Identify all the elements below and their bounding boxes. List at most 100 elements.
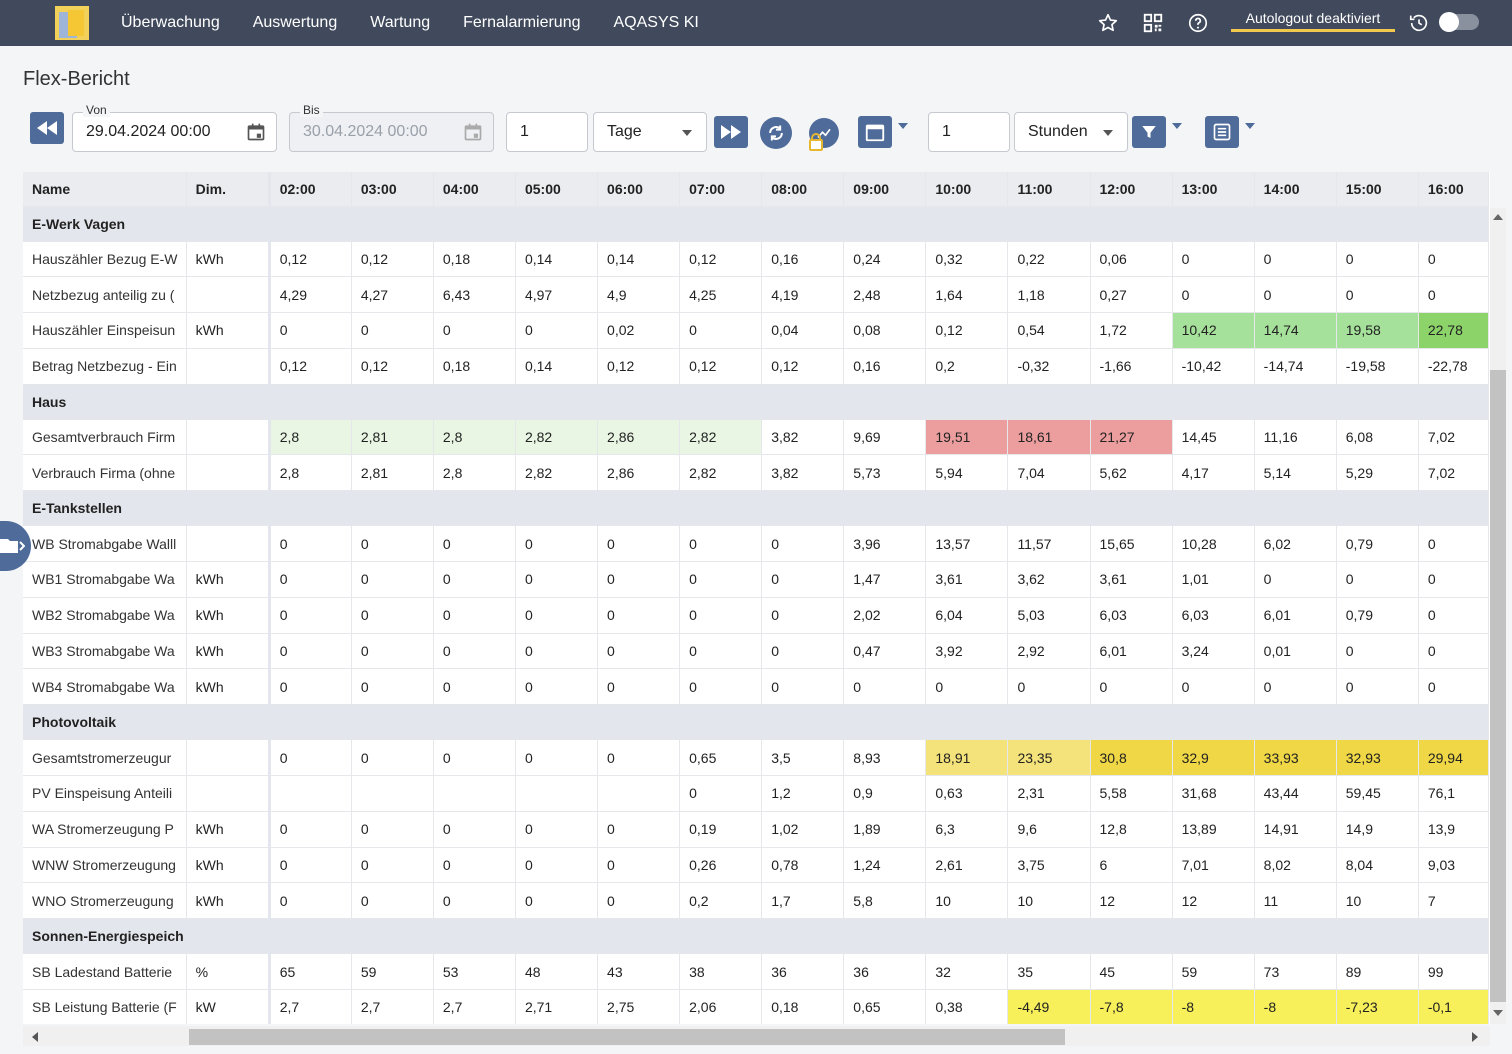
column-header-dim[interactable]: Dim. bbox=[186, 172, 271, 207]
table-row: Gesamtverbrauch Firm 2,8 2,81 2,8 2,82 2,86 2,… bbox=[23, 419, 1490, 456]
report-grid: Name Dim. 02:00 03:00 04:00 05:00 06:00 07:00 08… bbox=[23, 172, 1490, 1024]
value-cell: 0,38 bbox=[925, 989, 1009, 1024]
column-header-time[interactable]: 04:00 bbox=[433, 172, 516, 207]
value-cell: 59,45 bbox=[1336, 775, 1419, 812]
column-header-time[interactable]: 03:00 bbox=[351, 172, 434, 207]
refresh-button[interactable] bbox=[760, 117, 792, 149]
row-dim-cell: kWh bbox=[186, 241, 271, 278]
value-cell: 10,28 bbox=[1172, 525, 1255, 563]
calendar-range-icon bbox=[865, 124, 885, 142]
value-cell: 0 bbox=[351, 525, 434, 563]
bis-label: Bis bbox=[300, 103, 323, 117]
value-cell: 2,48 bbox=[843, 276, 927, 314]
list-button[interactable] bbox=[1205, 116, 1239, 148]
value-cell: -8 bbox=[1254, 989, 1337, 1024]
value-cell: 12 bbox=[1172, 882, 1255, 920]
value-cell: 1,2 bbox=[761, 775, 845, 812]
value-cell: 0,14 bbox=[597, 241, 681, 278]
value-cell: 11,57 bbox=[1007, 525, 1091, 563]
value-cell: 0 bbox=[433, 312, 516, 349]
row-dim-cell bbox=[186, 454, 271, 492]
value-cell: 3,75 bbox=[1007, 847, 1091, 884]
row-dim-cell: kWh bbox=[186, 633, 271, 670]
table-row: WB1 Stromabgabe Wa kWh 0 0 0 0 0 0 0 1,47 3,61 3,62… bbox=[23, 561, 1490, 598]
row-name-cell: Gesamtverbrauch Firm bbox=[23, 419, 187, 456]
value-cell: 0,79 bbox=[1336, 597, 1419, 634]
value-cell: 0 bbox=[679, 312, 763, 349]
column-header-time[interactable]: 05:00 bbox=[515, 172, 599, 207]
value-cell: 43,44 bbox=[1254, 775, 1337, 812]
nav-auswertung[interactable]: Auswertung bbox=[252, 14, 338, 31]
value-cell: 5,03 bbox=[1007, 597, 1091, 634]
von-date-field[interactable]: Von 29.04.2024 00:00 bbox=[72, 103, 277, 152]
theme-toggle[interactable] bbox=[1439, 12, 1479, 32]
period-unit-select[interactable]: Tage bbox=[593, 112, 707, 152]
value-cell: 32,9 bbox=[1172, 739, 1255, 777]
row-name-cell: PV Einspeisung Anteili bbox=[23, 775, 187, 812]
scroll-right-icon[interactable] bbox=[1472, 1032, 1478, 1042]
vertical-scroll-thumb[interactable] bbox=[1490, 370, 1506, 1002]
value-cell: 32,93 bbox=[1336, 739, 1419, 777]
qr-code-icon[interactable] bbox=[1142, 12, 1164, 34]
value-cell: 33,93 bbox=[1254, 739, 1337, 777]
column-header-time[interactable]: 12:00 bbox=[1090, 172, 1173, 207]
value-cell: 0,63 bbox=[925, 775, 1009, 812]
rewind-button[interactable] bbox=[30, 112, 64, 144]
help-icon[interactable] bbox=[1187, 12, 1209, 34]
scroll-up-icon[interactable] bbox=[1493, 214, 1503, 220]
scroll-left-icon[interactable] bbox=[32, 1032, 38, 1042]
value-cell: 0 bbox=[761, 561, 845, 598]
column-header-time[interactable]: 10:00 bbox=[925, 172, 1009, 207]
history-icon[interactable] bbox=[1408, 12, 1430, 34]
value-cell: 8,93 bbox=[843, 739, 927, 777]
column-header-time[interactable]: 15:00 bbox=[1336, 172, 1419, 207]
autologout-status[interactable]: Autologout deaktiviert bbox=[1231, 8, 1395, 32]
column-header-time[interactable]: 06:00 bbox=[597, 172, 681, 207]
column-header-time[interactable]: 07:00 bbox=[679, 172, 763, 207]
nav-aqasys-ki[interactable]: AQASYS KI bbox=[613, 14, 699, 31]
value-cell: 38 bbox=[679, 953, 763, 991]
column-header-time[interactable]: 09:00 bbox=[843, 172, 927, 207]
value-cell: 0,16 bbox=[761, 241, 845, 278]
list-dropdown-icon[interactable] bbox=[1245, 123, 1255, 129]
column-header-time[interactable]: 16:00 bbox=[1418, 172, 1490, 207]
nav-wartung[interactable]: Wartung bbox=[370, 14, 431, 31]
table-body: E-Werk Vagen Hauszähler Bezug E-W kWh 0,12 0… bbox=[23, 206, 1490, 1024]
value-cell: 2,06 bbox=[679, 989, 763, 1024]
value-cell: 0,12 bbox=[925, 312, 1009, 349]
fast-forward-button[interactable] bbox=[714, 116, 748, 148]
filter-button[interactable] bbox=[1132, 116, 1166, 148]
value-cell bbox=[515, 775, 599, 812]
table-row: Hauszähler Einspeisun kWh 0 0 0 0 0,02 0 0,04 0,0… bbox=[23, 312, 1490, 349]
column-header-time[interactable]: 02:00 bbox=[269, 172, 352, 207]
value-cell: 0 bbox=[351, 633, 434, 670]
nav-fernalarmierung[interactable]: Fernalarmierung bbox=[463, 14, 581, 31]
value-cell: 0 bbox=[269, 525, 352, 563]
app-logo[interactable] bbox=[55, 6, 89, 40]
chevron-down-icon bbox=[1103, 130, 1113, 136]
period-count-input[interactable]: 1 bbox=[506, 112, 588, 152]
column-header-time[interactable]: 08:00 bbox=[761, 172, 845, 207]
value-cell: 0 bbox=[761, 597, 845, 634]
column-header-time[interactable]: 13:00 bbox=[1172, 172, 1255, 207]
value-cell: 6,02 bbox=[1254, 525, 1337, 563]
nav-ueberwachung[interactable]: Überwachung bbox=[121, 14, 220, 31]
column-header-time[interactable]: 11:00 bbox=[1007, 172, 1091, 207]
interval-unit-select[interactable]: Stunden bbox=[1014, 112, 1128, 152]
scroll-down-icon[interactable] bbox=[1493, 1010, 1503, 1016]
horizontal-scroll-thumb[interactable] bbox=[189, 1029, 1065, 1045]
column-header-time[interactable]: 14:00 bbox=[1254, 172, 1337, 207]
value-cell: 6 bbox=[1090, 847, 1173, 884]
value-cell: 4,19 bbox=[761, 276, 845, 314]
column-header-name[interactable]: Name bbox=[23, 172, 187, 207]
calendar-icon bbox=[464, 123, 482, 141]
interval-count-input[interactable]: 1 bbox=[928, 112, 1010, 152]
value-cell: -19,58 bbox=[1336, 348, 1419, 385]
table-row: WB4 Stromabgabe Wa kWh 0 0 0 0 0 0 0 0 0 0 0 0 0 0 0 bbox=[23, 668, 1490, 706]
filter-dropdown-icon[interactable] bbox=[1172, 123, 1182, 129]
calendar-range-dropdown-icon[interactable] bbox=[898, 123, 908, 129]
calendar-range-button[interactable] bbox=[858, 116, 892, 148]
star-icon[interactable] bbox=[1097, 12, 1119, 34]
value-cell: 0 bbox=[269, 668, 352, 706]
calendar-icon[interactable] bbox=[246, 122, 266, 142]
